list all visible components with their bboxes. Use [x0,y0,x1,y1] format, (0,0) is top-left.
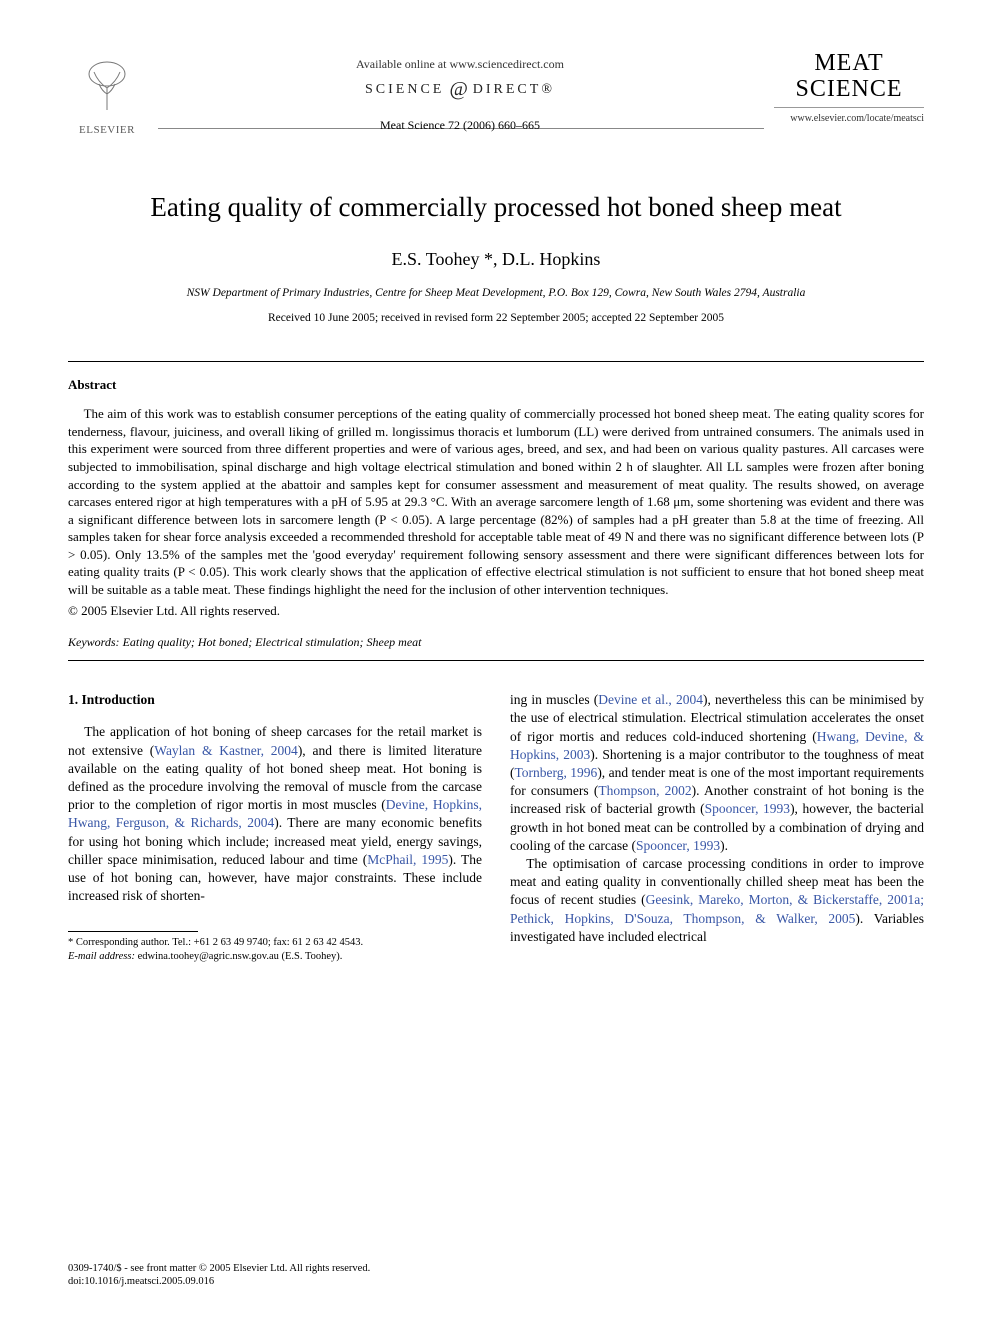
abstract-copyright: © 2005 Elsevier Ltd. All rights reserved… [68,602,924,620]
journal-box-wrap: MEAT SCIENCE www.elsevier.com/locate/mea… [774,50,924,125]
footnote-rule [68,931,198,932]
footer-line1: 0309-1740/$ - see front matter © 2005 El… [68,1262,370,1276]
article-title: Eating quality of commercially processed… [68,189,924,225]
citation-link[interactable]: Devine et al., 2004 [598,692,703,707]
journal-reference: Meat Science 72 (2006) 660–665 [146,117,774,133]
elsevier-tree-icon [80,60,134,121]
citation-link[interactable]: Tornberg, 1996 [515,765,598,780]
publisher-name: ELSEVIER [79,123,135,138]
footnote-corr: * Corresponding author. Tel.: +61 2 63 4… [68,936,482,950]
intro-heading: 1. Introduction [68,691,482,709]
right-column: ing in muscles (Devine et al., 2004), ne… [510,691,924,964]
intro-para-1-cont: ing in muscles (Devine et al., 2004), ne… [510,691,924,855]
citation-link[interactable]: Spooncer, 1993 [636,838,720,853]
t: ing in muscles ( [510,692,598,707]
keywords: Keywords: Eating quality; Hot boned; Ele… [68,634,924,650]
page-footer: 0309-1740/$ - see front matter © 2005 El… [68,1262,370,1289]
authors: E.S. Toohey *, D.L. Hopkins [68,247,924,271]
t: ). [720,838,728,853]
affiliation: NSW Department of Primary Industries, Ce… [68,286,924,302]
body-columns: 1. Introduction The application of hot b… [68,691,924,964]
citation-link[interactable]: Waylan & Kastner, 2004 [154,743,298,758]
corresponding-footnote: * Corresponding author. Tel.: +61 2 63 4… [68,936,482,963]
footer-doi: doi:10.1016/j.meatsci.2005.09.016 [68,1275,370,1289]
keywords-label: Keywords: [68,635,120,649]
sd-word2: DIRECT® [473,82,555,97]
sciencedirect-logo: SCIENCE @ DIRECT® [146,76,774,103]
journal-name-line1: MEAT [774,50,924,76]
sd-word1: SCIENCE [365,82,444,97]
journal-url: www.elsevier.com/locate/meatsci [774,112,924,126]
left-column: 1. Introduction The application of hot b… [68,691,482,964]
header-center: Available online at www.sciencedirect.co… [146,50,774,133]
intro-para-1: The application of hot boning of sheep c… [68,723,482,905]
journal-logo-box: MEAT SCIENCE [774,50,924,108]
email-address: edwina.toohey@agric.nsw.gov.au [135,951,282,962]
email-suffix: (E.S. Toohey). [282,951,343,962]
header: ELSEVIER Available online at www.science… [68,50,924,138]
journal-name-line2: SCIENCE [774,76,924,102]
citation-link[interactable]: Spooncer, 1993 [705,801,790,816]
intro-para-2: The optimisation of carcase processing c… [510,855,924,946]
keywords-text: Eating quality; Hot boned; Electrical st… [120,635,422,649]
publisher-logo: ELSEVIER [68,50,146,138]
email-label: E-mail address: [68,951,135,962]
available-online-text: Available online at www.sciencedirect.co… [146,56,774,72]
article-dates: Received 10 June 2005; received in revis… [68,311,924,327]
sd-at-icon: @ [444,78,472,100]
abstract-heading: Abstract [68,376,924,394]
abstract-top-rule [68,361,924,362]
abstract-body: The aim of this work was to establish co… [68,405,924,598]
citation-link[interactable]: McPhail, 1995 [367,852,448,867]
abstract-bottom-rule [68,660,924,661]
citation-link[interactable]: Thompson, 2002 [598,783,691,798]
footnote-email-line: E-mail address: edwina.toohey@agric.nsw.… [68,950,482,964]
